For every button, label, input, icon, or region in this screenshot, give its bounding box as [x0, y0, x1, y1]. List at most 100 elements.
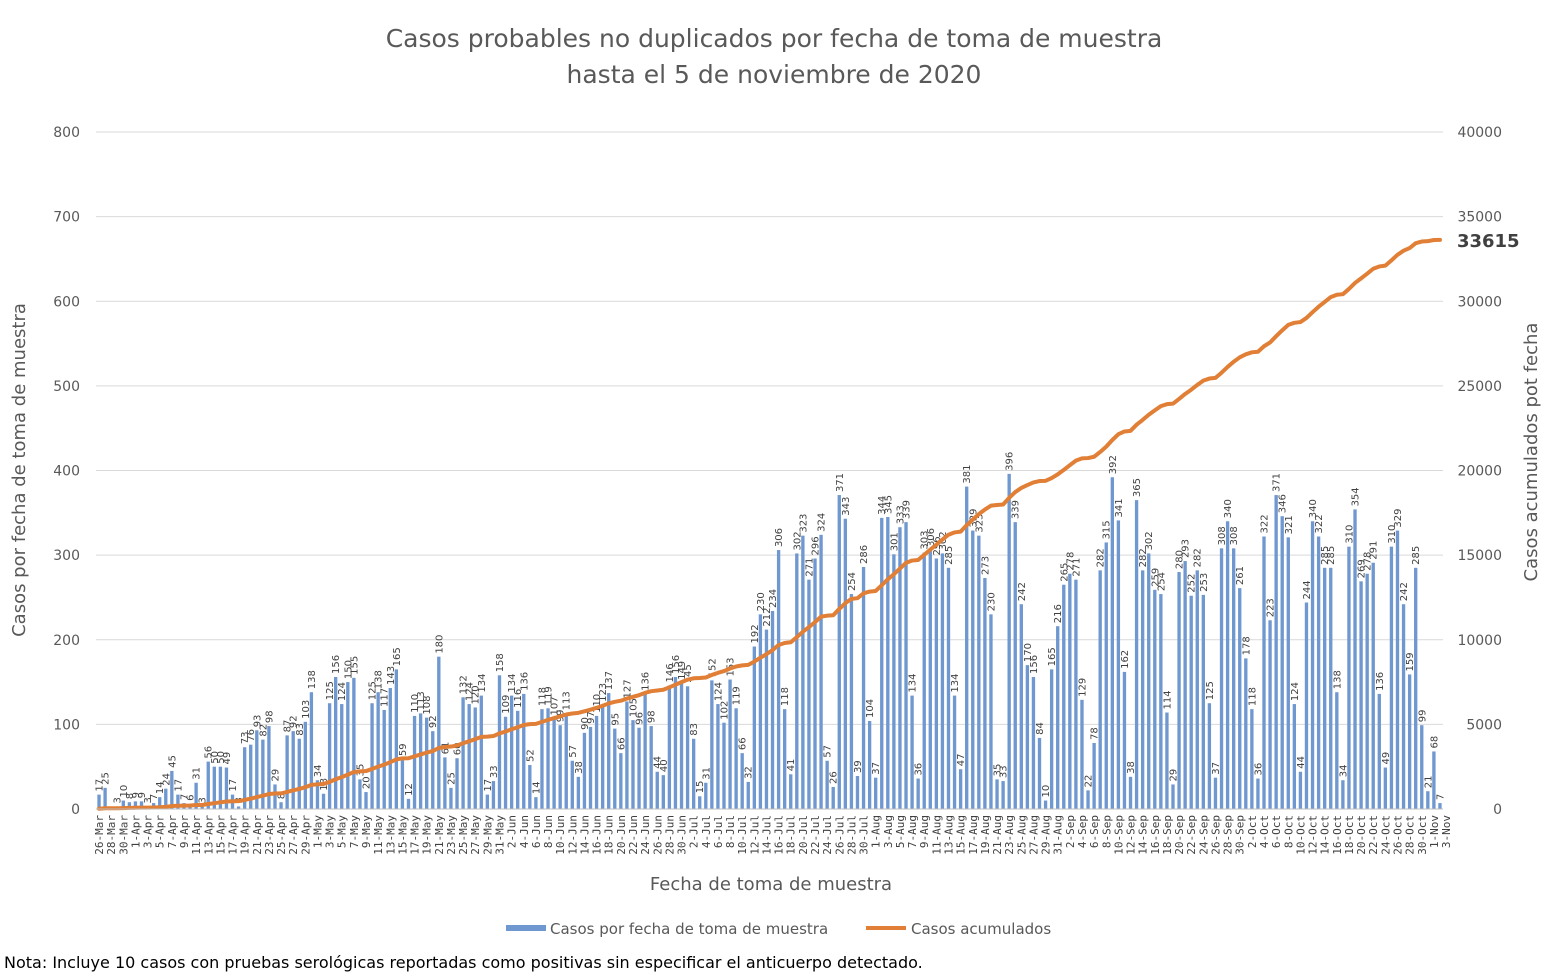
bar: [958, 769, 963, 809]
bar: [212, 766, 216, 809]
bar: [388, 687, 392, 809]
bar-data-label: 93: [252, 715, 263, 728]
bar-data-label: 341: [1114, 498, 1125, 517]
bar-data-label: 26: [829, 771, 840, 784]
bar: [1092, 742, 1096, 809]
x-tick-label: 8-Jun: [542, 815, 555, 848]
bar-data-label: 9: [131, 792, 142, 798]
bar: [807, 579, 811, 809]
bar-data-label: 73: [240, 731, 251, 744]
x-tick-label: 14-Oct: [1319, 815, 1332, 855]
bar: [1347, 546, 1351, 809]
x-tick-label: 9-May: [360, 815, 373, 848]
bar-data-label: 273: [980, 556, 991, 575]
y-left-tick-label: 300: [53, 548, 80, 564]
bar: [139, 801, 144, 809]
y-right-tick-label: 20000: [1457, 464, 1502, 480]
bar: [558, 725, 562, 809]
x-tick-label: 4-Sep: [1076, 815, 1089, 848]
bar-data-label: 285: [1326, 546, 1337, 565]
bar: [813, 558, 817, 809]
x-tick-label: 12-Jun: [566, 815, 579, 855]
bar-data-label: 134: [908, 674, 919, 693]
bar: [1080, 699, 1084, 809]
bar: [673, 676, 678, 809]
bar-data-label: 146: [665, 663, 676, 682]
bar: [1238, 588, 1242, 809]
x-tick-label: 29-May: [481, 815, 494, 855]
bar-data-label: 32: [744, 766, 755, 779]
bar-data-label: 180: [434, 635, 445, 654]
bar: [983, 577, 987, 809]
bar: [1359, 581, 1363, 809]
y-right-tick-label: 30000: [1457, 294, 1502, 310]
bar: [691, 738, 696, 809]
x-tick-label: 31-May: [493, 815, 506, 855]
bar-data-label: 84: [1035, 722, 1046, 735]
bar: [1395, 530, 1400, 809]
x-tick-label: 24-Jun: [639, 815, 652, 855]
bar-data-label: 302: [792, 531, 803, 550]
bar-data-label: 37: [871, 762, 882, 775]
x-tick-label: 30-Sep: [1234, 815, 1247, 855]
bar: [1232, 548, 1236, 809]
bar: [849, 594, 854, 809]
bar-data-label: 83: [295, 723, 306, 736]
bar: [837, 495, 841, 809]
bar-data-label: 323: [974, 514, 985, 533]
bar: [1383, 767, 1388, 809]
bar-data-label: 129: [1077, 678, 1088, 697]
bar-data-label: 134: [477, 674, 488, 693]
bar: [928, 550, 932, 809]
x-tick-label: 30-Oct: [1416, 815, 1429, 855]
x-tick-label: 10-Oct: [1294, 815, 1307, 855]
bar: [534, 797, 538, 809]
bar: [1183, 561, 1187, 809]
bar: [764, 629, 769, 809]
bar-data-label: 170: [1023, 643, 1034, 662]
x-tick-label: 2-Oct: [1246, 815, 1259, 848]
y-right-tick-label: 25000: [1457, 379, 1502, 395]
bar-data-label: 134: [950, 674, 961, 693]
bar-data-label: 66: [738, 737, 749, 750]
x-axis: 26-Mar 28-Mar 30-Mar 1-Apr 3-Apr 5-Apr 7-Apr 9-…: [93, 808, 1453, 855]
bar: [971, 530, 975, 809]
bar-data-label: 29: [1168, 769, 1179, 782]
bar: [352, 677, 356, 809]
bar-data-label: 296: [811, 536, 822, 555]
bar: [1140, 570, 1145, 809]
bar-data-label: 96: [635, 712, 646, 725]
bar-data-label: 271: [804, 558, 815, 577]
bar-data-label: 165: [1047, 647, 1058, 666]
bar: [746, 781, 750, 809]
bar-data-label: 156: [671, 655, 682, 674]
bar-data-label: 124: [337, 682, 348, 701]
x-tick-label: 30-Mar: [117, 815, 130, 855]
x-tick-label: 11-May: [372, 815, 385, 855]
bar-data-label: 98: [647, 710, 658, 723]
bar: [795, 553, 799, 809]
bar: [455, 758, 459, 809]
bar: [740, 753, 744, 809]
x-tick-label: 5-Aug: [894, 815, 907, 848]
x-tick-label: 14-Jun: [578, 815, 591, 855]
y-left-tick-label: 600: [53, 294, 80, 310]
bar: [1025, 665, 1030, 809]
bar: [376, 692, 380, 809]
bar: [819, 534, 823, 809]
bar: [1013, 522, 1017, 809]
x-tick-label: 27-May: [469, 815, 482, 855]
bar-data-label: 52: [525, 749, 536, 762]
bar-data-label: 310: [1344, 525, 1355, 544]
bar: [910, 695, 914, 809]
y-right-tick-label: 10000: [1457, 633, 1502, 649]
bar: [1341, 780, 1345, 809]
bar-data-label: 230: [986, 592, 997, 611]
bar: [667, 685, 672, 809]
bar-data-label: 156: [331, 655, 342, 674]
bar-data-label: 125: [325, 681, 336, 700]
bar-data-label: 261: [1235, 566, 1246, 585]
x-tick-label: 19-Apr: [239, 815, 252, 855]
bar-data-label: 165: [392, 647, 403, 666]
